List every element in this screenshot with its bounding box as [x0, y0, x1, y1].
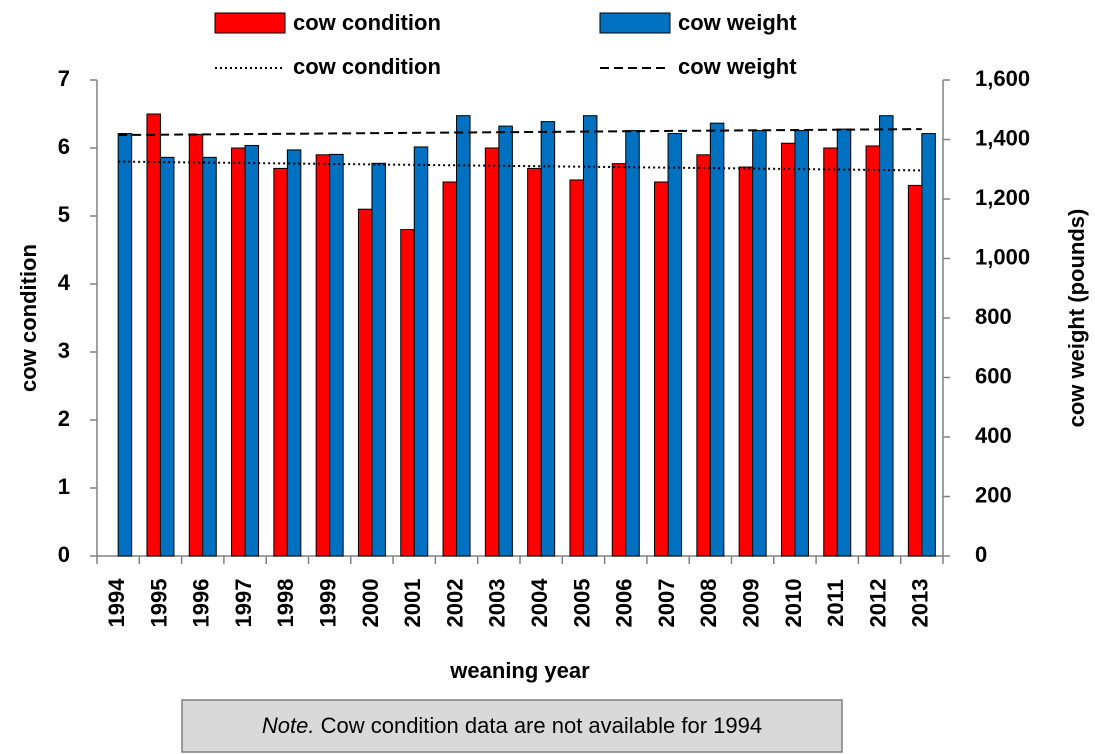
x-tick-label: 2002	[442, 579, 467, 628]
y2-tick-label: 800	[975, 304, 1012, 329]
note: Note. Cow condition data are not availab…	[181, 699, 843, 753]
bar	[244, 144, 260, 557]
bar	[625, 130, 640, 557]
y-tick-label: 2	[58, 406, 70, 431]
y-tick-label: 4	[58, 270, 71, 295]
bar	[456, 115, 471, 557]
x-tick-label: 1996	[189, 579, 214, 628]
bar	[527, 167, 542, 557]
legend-label: cow weight	[678, 10, 797, 35]
y-tick-label: 7	[58, 66, 70, 91]
bar	[202, 156, 217, 557]
y2-axis-label: cow weight (pounds)	[1064, 209, 1089, 428]
legend-label: cow condition	[293, 54, 441, 79]
legend-swatch	[599, 12, 671, 34]
note-body: Cow condition data are not available for…	[321, 713, 763, 738]
note-box	[181, 699, 843, 753]
note-label: Note.	[262, 713, 315, 738]
bar	[357, 208, 373, 557]
x-tick-label: 1995	[146, 579, 171, 628]
x-axis-label: weaning year	[449, 658, 590, 683]
y-tick-label: 3	[58, 338, 70, 363]
bar	[738, 166, 754, 557]
y2-tick-label: 1,000	[975, 244, 1030, 269]
x-tick-label: 2007	[654, 579, 679, 628]
bar	[329, 153, 344, 557]
bar	[780, 142, 796, 557]
bar	[752, 130, 767, 557]
bar	[117, 133, 133, 557]
bar	[286, 149, 302, 557]
x-tick-label: 2011	[823, 579, 848, 627]
y2-tick-label: 200	[975, 482, 1012, 507]
bar	[907, 184, 923, 557]
bar	[146, 113, 161, 557]
bar	[879, 115, 894, 557]
bar	[611, 163, 627, 557]
x-tick-label: 1997	[231, 579, 256, 628]
y-tick-label: 5	[58, 202, 70, 227]
legend-label: cow condition	[293, 10, 441, 35]
bar	[484, 147, 500, 557]
bar	[865, 145, 881, 557]
bar	[654, 181, 669, 557]
y2-tick-label: 400	[975, 423, 1012, 448]
bar	[823, 147, 838, 557]
bar	[413, 146, 429, 557]
legend-label: cow weight	[678, 54, 797, 79]
bar	[231, 147, 246, 557]
bar	[696, 154, 711, 557]
bar	[159, 156, 175, 557]
bar	[371, 162, 386, 557]
x-tick-label: 1994	[104, 578, 129, 628]
x-tick-label: 2003	[485, 579, 510, 628]
trend-line	[118, 128, 922, 137]
x-tick-label: 2004	[527, 578, 552, 628]
y2-tick-label: 0	[975, 542, 987, 567]
bar	[400, 229, 415, 557]
y2-tick-label: 1,200	[975, 185, 1030, 210]
y-tick-label: 0	[58, 542, 70, 567]
y2-tick-label: 1,400	[975, 125, 1030, 150]
trend-line	[118, 160, 922, 172]
y2-tick-label: 1,600	[975, 66, 1030, 91]
x-tick-label: 2001	[400, 579, 425, 628]
x-tick-label: 2000	[358, 579, 383, 628]
bar	[921, 133, 936, 557]
bar	[569, 179, 584, 557]
x-tick-label: 1998	[273, 579, 298, 628]
y-tick-label: 1	[58, 474, 70, 499]
y-tick-label: 6	[58, 134, 70, 159]
y-axis-label: cow condition	[16, 244, 41, 392]
bar	[582, 115, 598, 557]
x-tick-label: 2005	[569, 579, 594, 628]
x-tick-label: 2006	[612, 579, 637, 628]
bar	[188, 133, 204, 557]
bar	[442, 181, 458, 557]
x-tick-label: 2010	[781, 579, 806, 628]
x-tick-label: 2008	[696, 579, 721, 628]
x-tick-label: 2012	[865, 579, 890, 628]
x-tick-label: 2013	[908, 579, 933, 628]
bar	[836, 128, 852, 557]
bar	[540, 121, 556, 557]
x-tick-label: 2009	[738, 579, 763, 628]
bar	[273, 167, 288, 557]
bar	[315, 154, 331, 557]
x-tick-label: 1999	[315, 579, 340, 628]
legend-swatch	[214, 12, 286, 34]
bar	[709, 122, 725, 557]
bar	[667, 133, 683, 557]
note-text: Note. Cow condition data are not availab…	[262, 713, 762, 738]
bar	[794, 130, 809, 557]
bar	[498, 125, 513, 557]
y2-tick-label: 600	[975, 363, 1012, 388]
